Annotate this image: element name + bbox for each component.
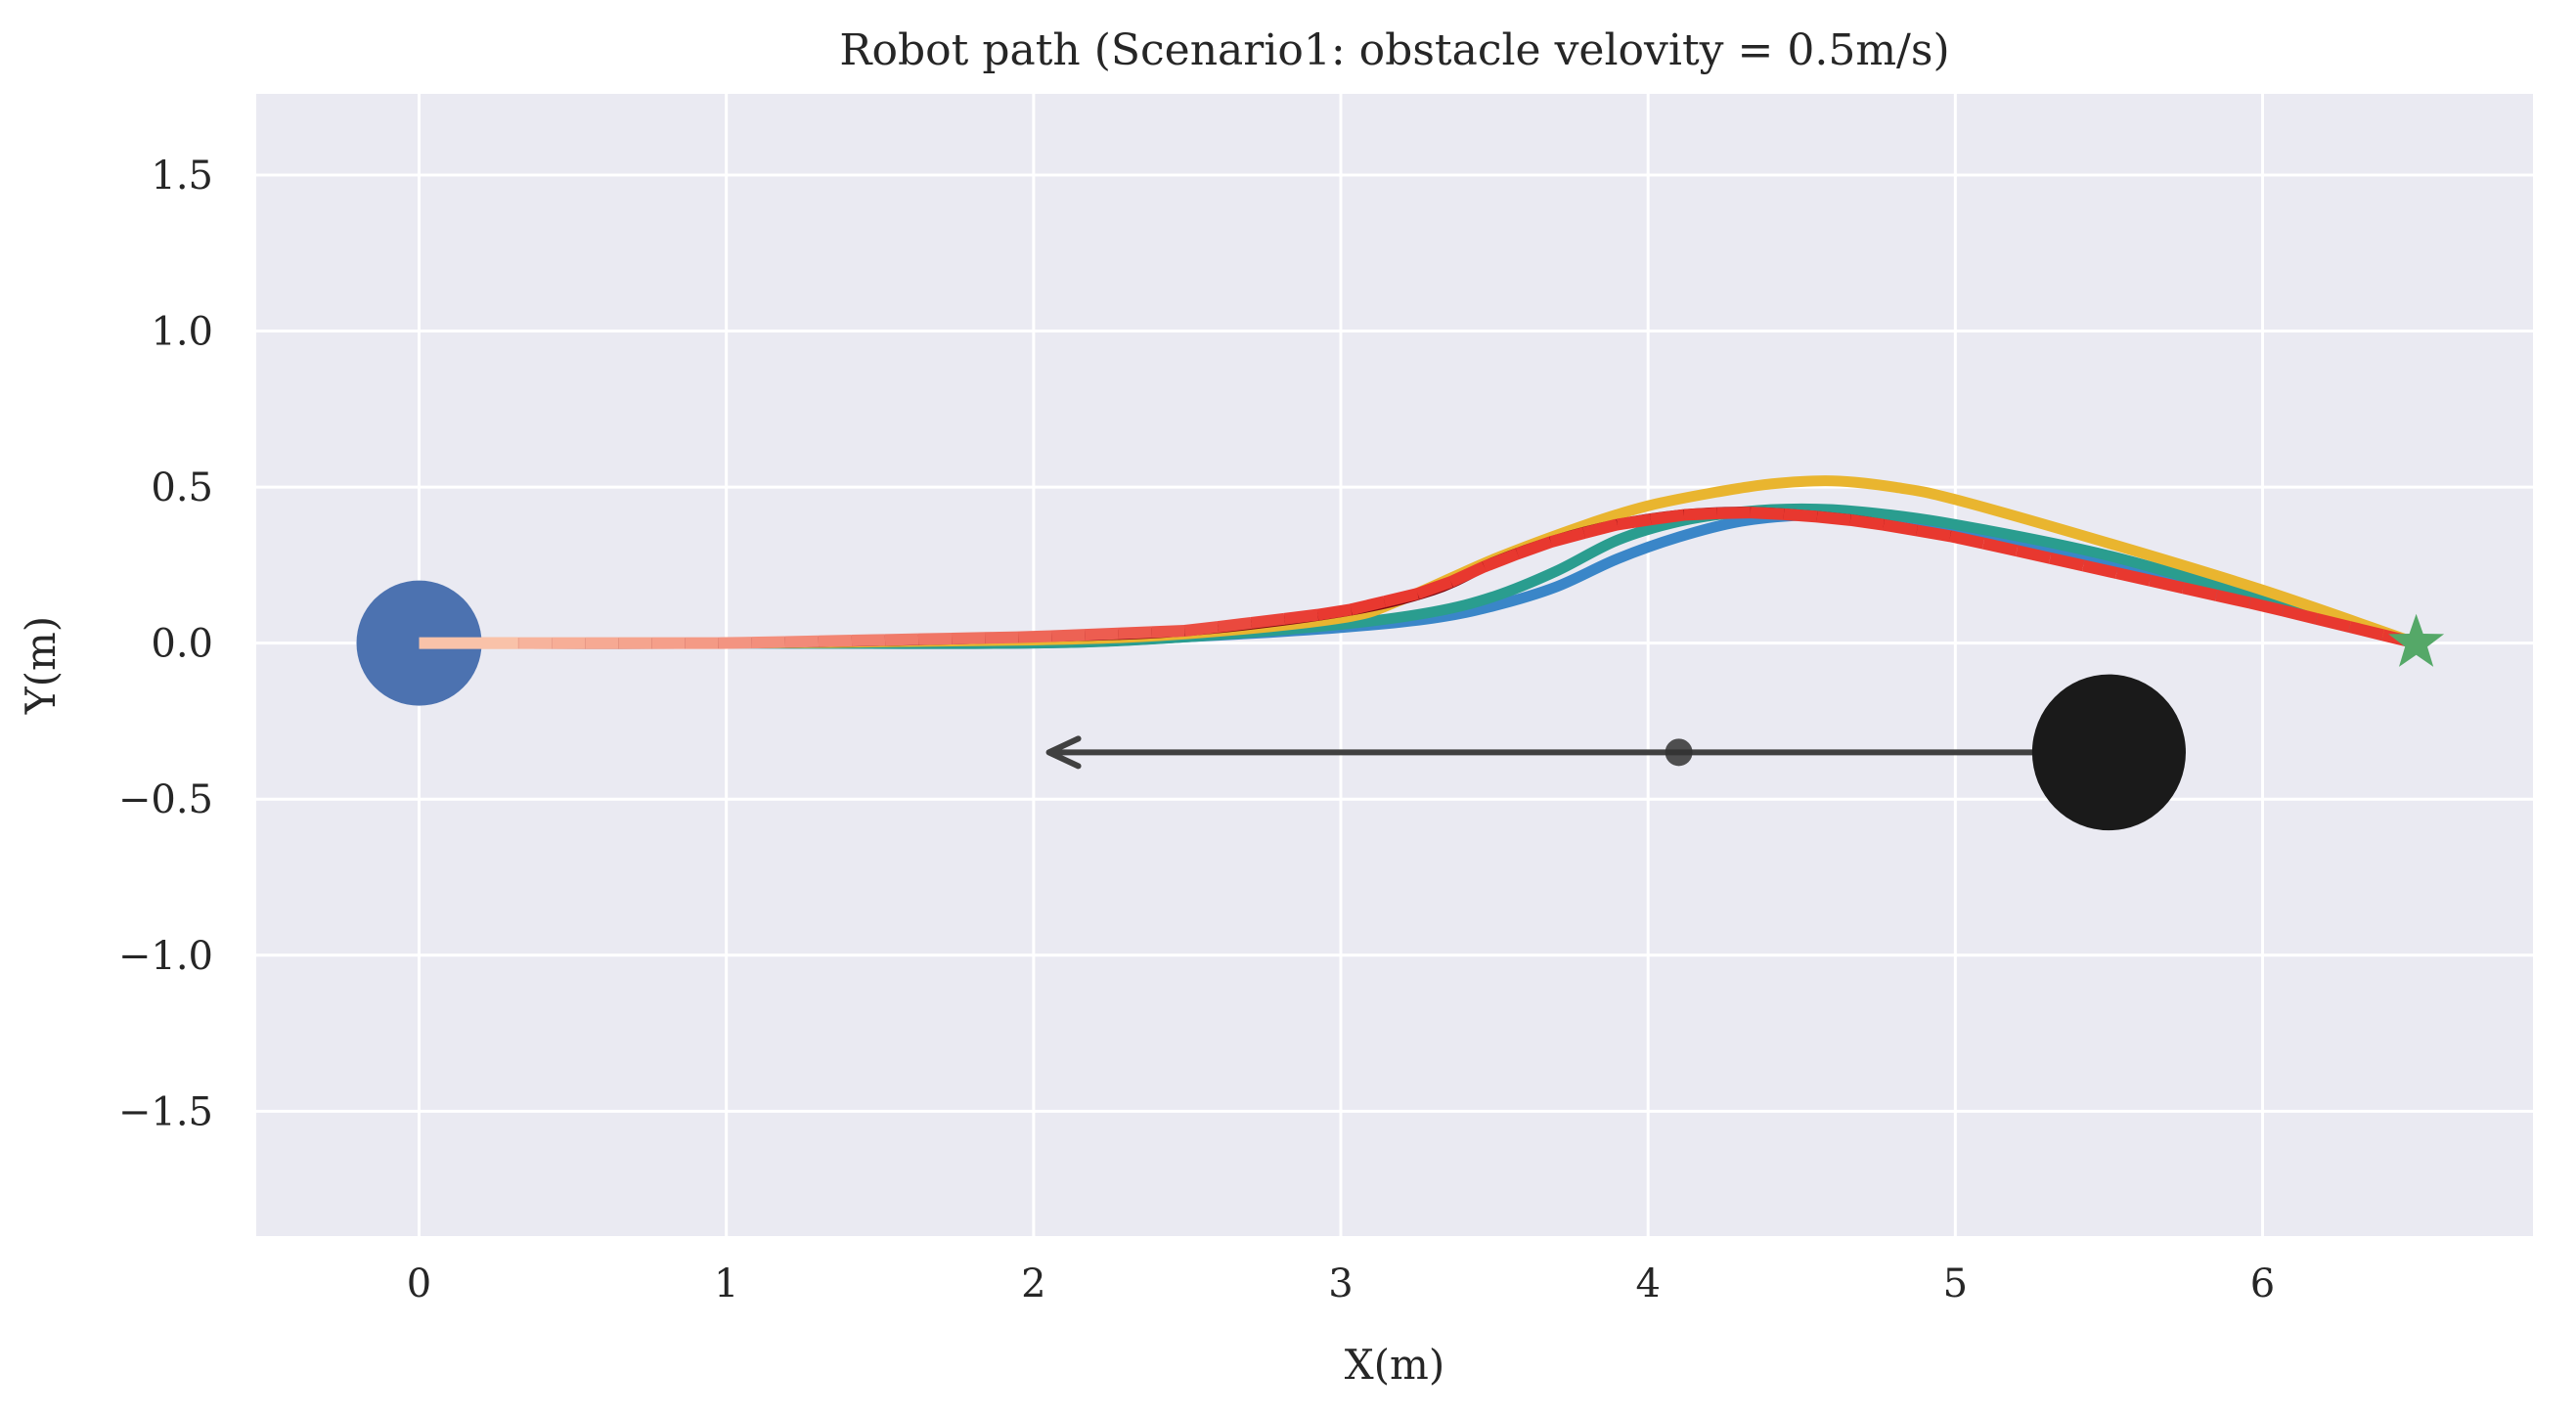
executed-path-segment	[1316, 603, 1353, 621]
executed-path-segment	[718, 637, 752, 649]
executed-path-segment	[1750, 507, 1785, 520]
executed-path-segment	[818, 635, 853, 647]
executed-path-segment	[2315, 612, 2351, 633]
executed-path-segment	[951, 632, 986, 644]
executed-path-segment	[2081, 559, 2118, 579]
executed-path-segment	[984, 631, 1019, 644]
executed-path-segment	[1515, 536, 1553, 559]
executed-path-segment	[1350, 596, 1386, 616]
y-tick-label: −0.5	[118, 777, 213, 822]
executed-path-segment	[1981, 537, 2019, 557]
executed-path-segment	[2248, 597, 2285, 617]
y-tick-label: 1.0	[151, 310, 213, 355]
y-axis-label: Y(m)	[17, 616, 65, 715]
executed-path-segment	[1217, 616, 1253, 634]
executed-path-segment	[1816, 510, 1851, 526]
chart-title: Robot path (Scenario1: obstacle velovity…	[839, 25, 1949, 75]
obstacle-predicted-position	[1665, 738, 1693, 767]
executed-path-segment	[2282, 604, 2318, 625]
executed-path-segment	[1683, 507, 1718, 521]
executed-path-segment	[2149, 574, 2185, 595]
goal-star-marker	[2388, 613, 2445, 667]
x-tick-label: 0	[407, 1261, 431, 1306]
executed-path-segment	[1383, 588, 1419, 608]
executed-path-segment	[1616, 513, 1652, 531]
x-tick-label: 6	[2250, 1261, 2275, 1306]
executed-path-segment	[2182, 582, 2218, 601]
y-tick-label: 0.5	[151, 465, 213, 510]
y-tick-label: −1.5	[118, 1089, 213, 1134]
y-tick-labels: 1.5 1.0 0.5 0.0 −0.5 −1.0 −1.5	[118, 154, 213, 1134]
executed-path-segment	[2048, 552, 2085, 572]
x-tick-label: 2	[1021, 1261, 1045, 1306]
executed-path-segment	[1549, 527, 1586, 549]
executed-path-segment	[851, 634, 886, 647]
x-tick-label: 1	[714, 1261, 738, 1306]
arrow-head	[1045, 735, 1082, 770]
executed-path-segment	[1783, 508, 1818, 523]
executed-path-segment	[2215, 589, 2251, 609]
executed-path-segment	[1916, 524, 1952, 543]
executed-path-segment	[1448, 561, 1488, 588]
executed-path-segment	[1415, 576, 1453, 599]
obstacle	[2031, 674, 2186, 831]
executed-path-segment	[1948, 530, 1985, 550]
x-tick-label: 4	[1635, 1261, 1660, 1306]
executed-path-segment	[1716, 507, 1752, 519]
executed-path-segment	[1050, 629, 1086, 642]
y-tick-label: 1.5	[151, 154, 213, 199]
x-tick-labels: 0 1 2 3 4 5 6	[407, 1261, 2275, 1306]
markers-layer	[356, 580, 2445, 706]
executed-path-segment	[1883, 518, 1919, 537]
executed-path-segment	[2114, 567, 2152, 587]
y-tick-label: −1.0	[118, 934, 213, 979]
executed-path-segment	[2015, 545, 2052, 564]
executed-path-segment	[884, 633, 919, 646]
executed-path-segment	[1183, 621, 1220, 637]
obstacle-layer	[1045, 674, 2186, 831]
executed-path-segment	[1582, 518, 1620, 539]
x-axis-label: X(m)	[1345, 1341, 1445, 1389]
executed-path-segment	[1482, 548, 1520, 573]
y-tick-label: 0.0	[151, 622, 213, 667]
executed-path-segment	[1084, 627, 1119, 642]
x-tick-label: 5	[1943, 1261, 1968, 1306]
executed-path-segment	[2348, 621, 2385, 642]
executed-path-segment	[1283, 608, 1319, 625]
executed-path-segment	[1250, 612, 1286, 629]
plot-area	[256, 94, 2533, 1236]
executed-path-segment	[1151, 625, 1185, 639]
executed-path-segment	[1017, 630, 1052, 643]
x-tick-label: 3	[1328, 1261, 1353, 1306]
executed-path-segment	[1849, 513, 1885, 531]
executed-path-segment	[917, 632, 953, 645]
executed-path-segment	[1118, 626, 1152, 640]
executed-path-segment	[1649, 509, 1685, 526]
